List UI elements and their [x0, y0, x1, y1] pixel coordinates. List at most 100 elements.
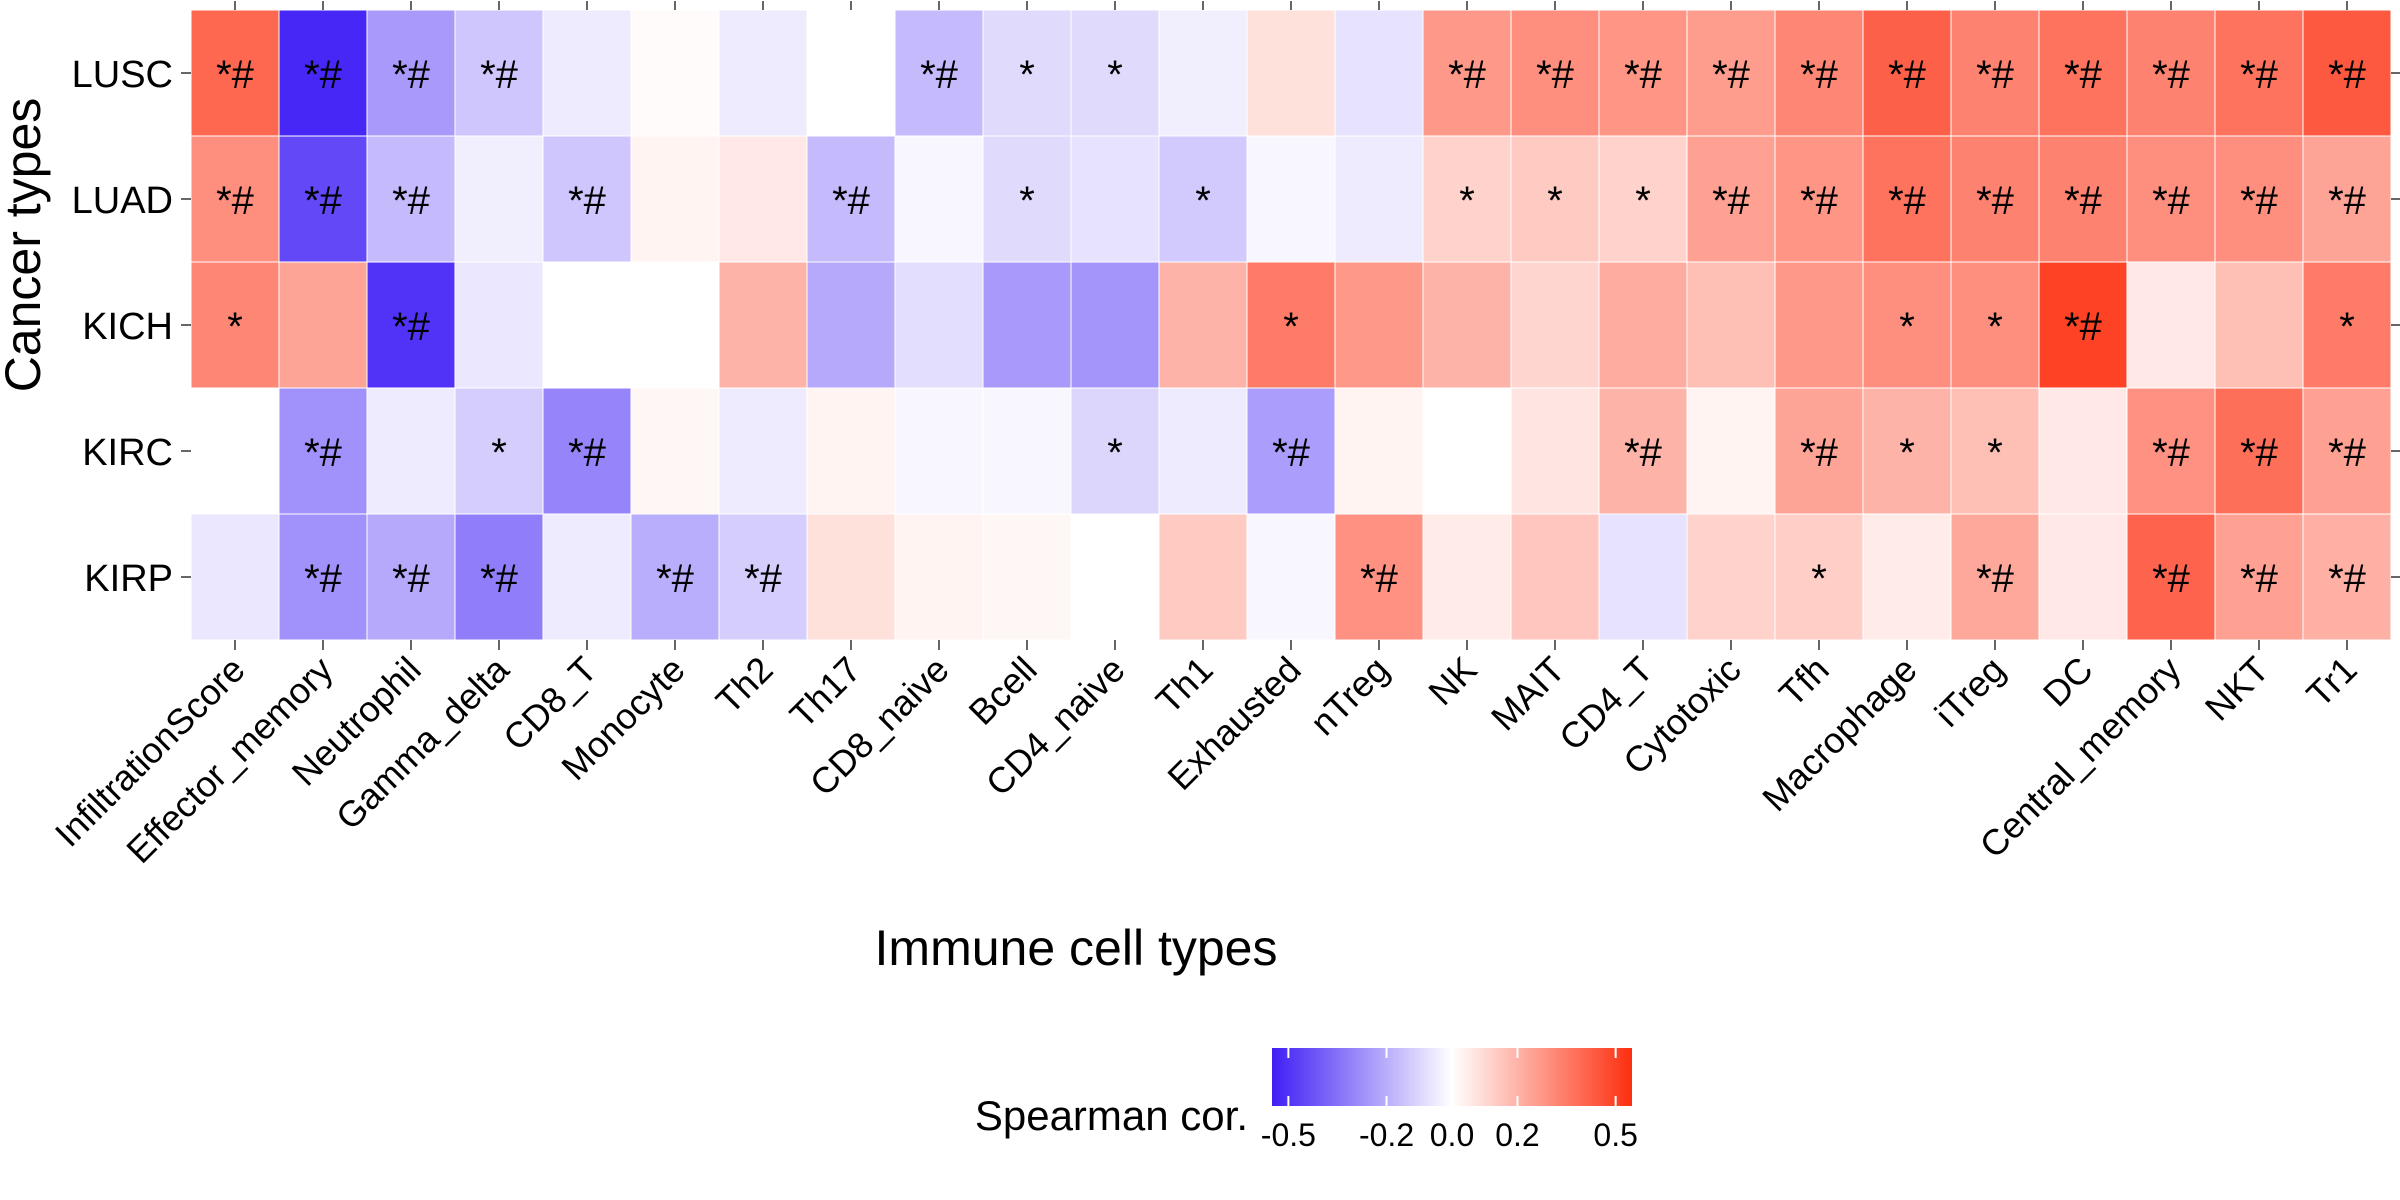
heatmap-cell: [1158, 135, 1248, 263]
heatmap-cell: [630, 387, 720, 515]
row-label: LUAD: [72, 180, 173, 222]
heatmap-cell: [1334, 261, 1424, 389]
heatmap-cell: [806, 387, 896, 515]
heatmap-cell: [806, 261, 896, 389]
heatmap-cell: [1246, 387, 1336, 515]
heatmap-cell: [1246, 135, 1336, 263]
cell-annotation: *#: [304, 431, 343, 475]
cell-annotation: *#: [1360, 557, 1399, 601]
heatmap-cell: [1686, 387, 1776, 515]
column-label: Th2: [708, 649, 781, 722]
heatmap-cell: [190, 9, 280, 137]
heatmap-cell: [1334, 135, 1424, 263]
cell-annotation: *: [1899, 305, 1915, 349]
cell-annotation: *#: [832, 179, 871, 223]
heatmap-cell: [1686, 261, 1776, 389]
cell-annotation: *#: [392, 53, 431, 97]
cell-annotation: *#: [2328, 179, 2367, 223]
cell-annotation: *#: [2152, 557, 2191, 601]
heatmap-cell: [1070, 387, 1160, 515]
heatmap-cell: [2126, 9, 2216, 137]
cell-annotation: *#: [2152, 179, 2191, 223]
heatmap-cell: [1598, 261, 1688, 389]
heatmap-cell: [1334, 513, 1424, 641]
cell-annotation: *: [1283, 305, 1299, 349]
cell-annotation: *#: [216, 53, 255, 97]
heatmap-cell: [1246, 261, 1336, 389]
heatmap-cell: [1598, 513, 1688, 641]
x-axis-title: Immune cell types: [875, 920, 1278, 976]
heatmap-cell: [894, 9, 984, 137]
cell-annotation: *#: [1800, 53, 1839, 97]
cell-annotation: *#: [1976, 557, 2015, 601]
heatmap-cell: [278, 135, 368, 263]
heatmap-cell: [2302, 135, 2392, 263]
cell-annotation: *#: [216, 179, 255, 223]
cell-annotation: *: [491, 431, 507, 475]
legend-title: Spearman cor.: [975, 1092, 1248, 1139]
heatmap-cell: [1158, 261, 1248, 389]
cell-annotation: *: [1107, 53, 1123, 97]
heatmap-cell: [190, 261, 280, 389]
heatmap-cell: [1774, 513, 1864, 641]
heatmap-cell: [542, 261, 632, 389]
cell-annotation: *#: [1712, 179, 1751, 223]
heatmap-cell: [454, 387, 544, 515]
cell-annotation: *#: [304, 53, 343, 97]
cell-annotation: *#: [480, 53, 519, 97]
cell-annotation: *: [1987, 431, 2003, 475]
cell-annotation: *: [1811, 557, 1827, 601]
column-label: iTreg: [1927, 649, 2013, 735]
row-labels: LUSC LUAD KICH KIRC KIRP: [72, 54, 2400, 600]
heatmap-cell: [1422, 261, 1512, 389]
heatmap-cell: [542, 387, 632, 515]
cell-annotation: *#: [1976, 53, 2015, 97]
heatmap-cell: [454, 9, 544, 137]
row-label: KIRC: [82, 432, 173, 474]
cell-annotation: *#: [480, 557, 519, 601]
cell-annotation: *#: [2152, 431, 2191, 475]
heatmap-cell: [190, 513, 280, 641]
heatmap-cell: [1862, 261, 1952, 389]
cell-annotation: *#: [1624, 431, 1663, 475]
heatmap-cell: [982, 513, 1072, 641]
heatmap-cell: [278, 261, 368, 389]
column-label: Tfh: [1771, 649, 1837, 715]
heatmap-cell: [718, 261, 808, 389]
heatmap-cell: [806, 9, 896, 137]
cell-annotation: *#: [304, 179, 343, 223]
legend-tick-label: 0.0: [1430, 1117, 1474, 1153]
legend-ticks: -0.5 -0.2 0.0 0.2 0.5: [1261, 1048, 1638, 1153]
heatmap-cell: [366, 513, 456, 641]
heatmap-cell: [982, 9, 1072, 137]
cell-annotation: *: [1459, 179, 1475, 223]
cell-annotation: *: [1107, 431, 1123, 475]
cell-annotation: *#: [2064, 305, 2103, 349]
row-label: KIRP: [84, 558, 173, 600]
cell-annotation: *: [227, 305, 243, 349]
cell-annotation: *#: [568, 431, 607, 475]
column-label: Tr1: [2298, 649, 2364, 715]
legend-tick-label: 0.2: [1495, 1117, 1539, 1153]
heatmap-cell: [1774, 387, 1864, 515]
heatmap-cell: [1334, 387, 1424, 515]
heatmap-cell: [366, 387, 456, 515]
heatmap-cell: [454, 135, 544, 263]
heatmap-cell: [190, 135, 280, 263]
heatmap-cell: [1334, 9, 1424, 137]
heatmap-cell: [2126, 513, 2216, 641]
heatmap-cell: [982, 387, 1072, 515]
heatmap-cell: [2302, 9, 2392, 137]
row-label: KICH: [82, 306, 173, 348]
heatmap-cell: [630, 261, 720, 389]
cell-annotation: *#: [2328, 53, 2367, 97]
cell-annotation: *#: [392, 305, 431, 349]
column-label: Macrophage: [1754, 649, 1925, 820]
cell-annotation: *#: [568, 179, 607, 223]
heatmap-cell: [1510, 261, 1600, 389]
color-legend: Spearman cor. -0.5 -0.2 0.0 0.2 0.5: [975, 1048, 1638, 1153]
heatmap-cell: [1686, 135, 1776, 263]
heatmap-cell: [1686, 513, 1776, 641]
cell-annotation: *#: [2328, 557, 2367, 601]
